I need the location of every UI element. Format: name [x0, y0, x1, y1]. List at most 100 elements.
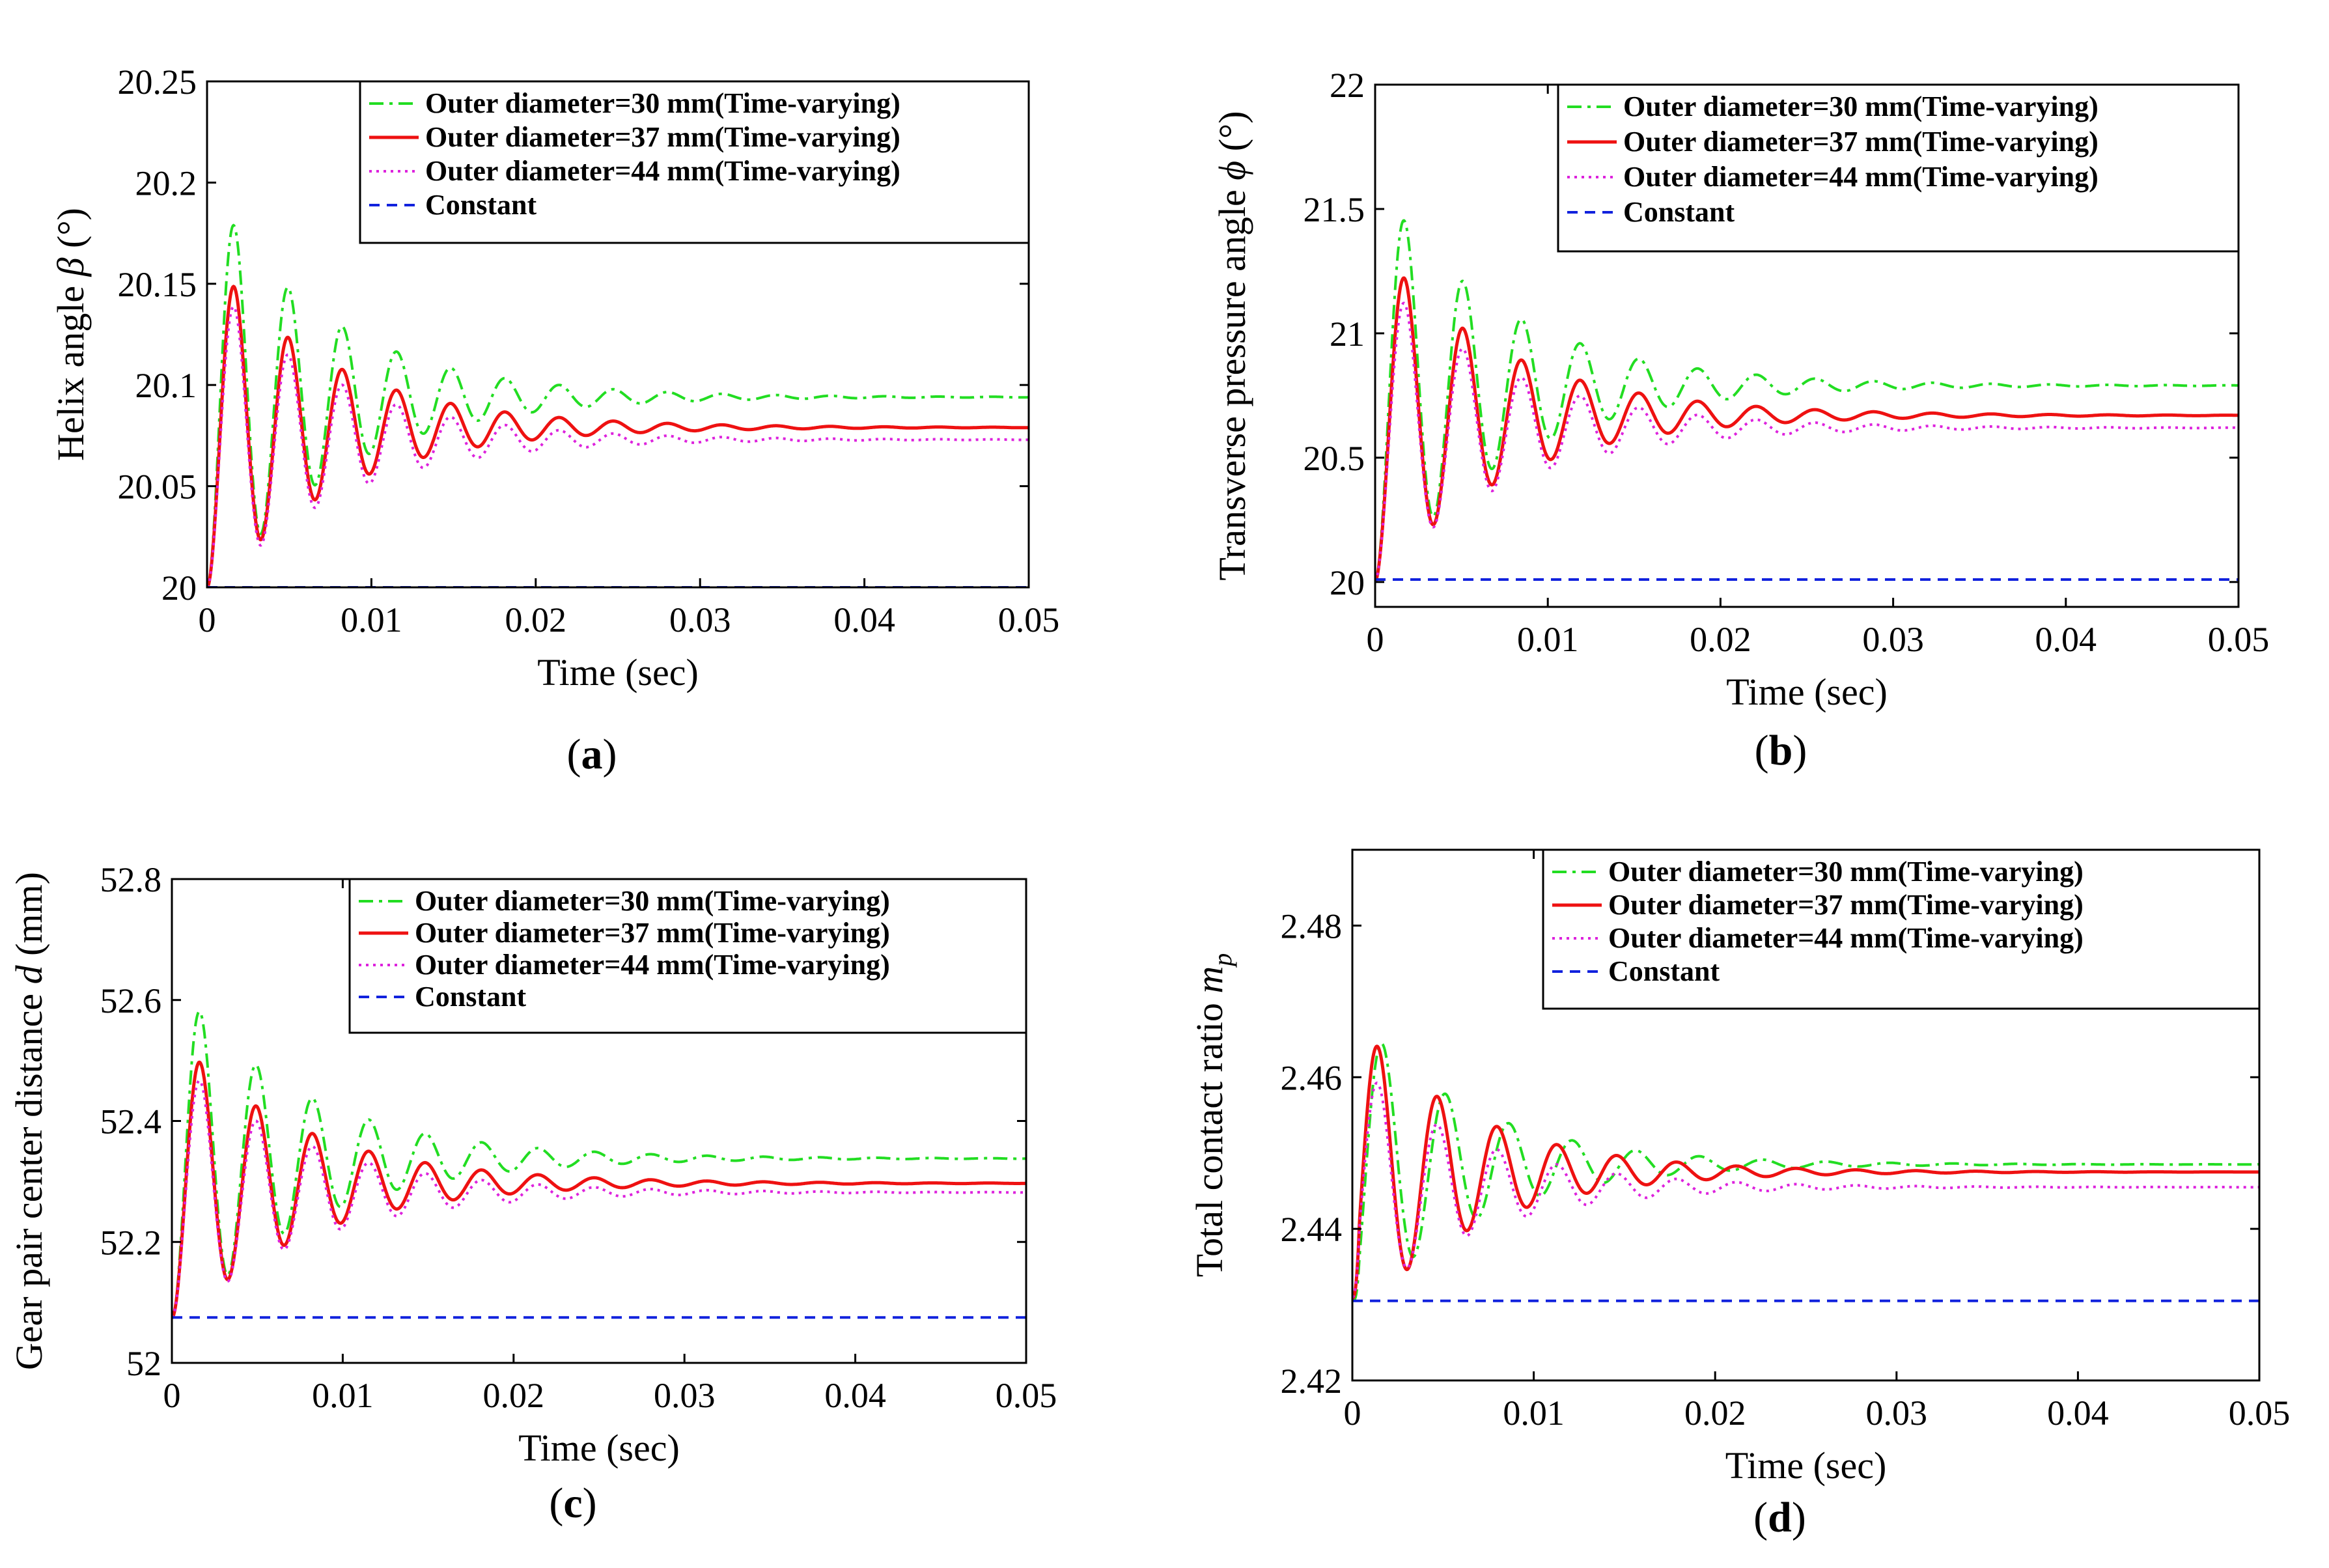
legend-box	[348, 878, 1027, 1034]
legend-entry: Outer diameter=30 mm(Time-varying)	[425, 87, 900, 119]
legend-entry: Outer diameter=44 mm(Time-varying)	[425, 155, 900, 187]
caption-letter: b	[1769, 727, 1793, 774]
x-tick-label: 0.01	[341, 600, 402, 639]
x-tick-label: 0.03	[654, 1376, 716, 1415]
series-line-30mm	[207, 223, 1029, 587]
panel-caption: (a)	[567, 731, 617, 778]
x-axis-label: Time (sec)	[518, 1427, 680, 1469]
panel-caption: (c)	[549, 1479, 596, 1527]
x-tick-label: 0.05	[996, 1376, 1057, 1415]
legend-entry: Outer diameter=37 mm(Time-varying)	[1623, 126, 2099, 158]
y-axis-label-text: Helix angle	[49, 276, 92, 460]
x-tick-label: 0.01	[1517, 620, 1579, 659]
y-tick-label: 20.2	[135, 163, 197, 203]
y-tick-label: 2.42	[1281, 1362, 1343, 1401]
x-tick-label: 0	[1344, 1393, 1361, 1433]
caption-paren-close: )	[1792, 1494, 1806, 1541]
y-tick-label: 2.46	[1281, 1058, 1343, 1097]
panel-caption: (d)	[1753, 1494, 1806, 1541]
y-tick-label: 21	[1330, 315, 1365, 354]
x-axis-label: Time (sec)	[1726, 671, 1888, 713]
legend-box	[359, 80, 1030, 244]
y-axis-label: Transverse pressure angle ϕ (°)	[1211, 111, 1253, 580]
y-axis-label: Helix angle β (°)	[49, 208, 92, 461]
legend-entry: Outer diameter=37 mm(Time-varying)	[425, 121, 900, 153]
y-tick-label: 2.48	[1281, 906, 1343, 945]
caption-paren-open: (	[549, 1479, 563, 1527]
y-axis-label-symbol: m	[1188, 966, 1231, 994]
x-tick-label: 0.04	[2047, 1393, 2109, 1433]
series-line-44mm	[1352, 1081, 2259, 1298]
y-axis-label-subscript: p	[1208, 953, 1237, 968]
series-line-44mm	[172, 1079, 1026, 1319]
caption-paren-close: )	[603, 731, 617, 778]
y-axis-label-text: Transverse pressure angle	[1211, 180, 1253, 581]
caption-paren-close: )	[583, 1479, 597, 1527]
chart-panel-a: 0 0.01 0.02 0.03 0.04 0.05 20 20.05 20.1 20.15 20.…	[49, 63, 1059, 778]
x-tick-label: 0.04	[2035, 620, 2097, 659]
caption-paren-open: (	[1755, 727, 1769, 774]
legend-entry: Outer diameter=44 mm(Time-varying)	[415, 949, 890, 981]
y-axis-label-unit: (mm)	[8, 872, 50, 965]
caption-letter: d	[1768, 1494, 1792, 1541]
y-axis-label: Gear pair center distance d (mm)	[8, 872, 50, 1370]
y-tick-label: 22	[1330, 66, 1365, 105]
x-tick-label: 0.03	[1862, 620, 1924, 659]
y-tick-label: 20.5	[1304, 439, 1365, 478]
legend-entry: Outer diameter=30 mm(Time-varying)	[1608, 856, 2084, 888]
y-tick-label: 20	[1330, 563, 1365, 602]
y-axis-label-unit: (°)	[49, 208, 92, 257]
legend-box	[1557, 83, 2240, 253]
series-line-37mm	[1352, 1044, 2259, 1300]
x-tick-label: 0	[1367, 620, 1384, 659]
chart-panel-d: 0 0.01 0.02 0.03 0.04 0.05 2.42 2.44 2.46 2.48 Tim…	[1188, 848, 2291, 1541]
legend-entry: Outer diameter=30 mm(Time-varying)	[415, 885, 890, 917]
y-tick-label: 20.15	[118, 265, 197, 304]
series-line-30mm	[1375, 219, 2238, 583]
y-axis-label-text: Gear pair center distance	[8, 984, 50, 1370]
y-axis-label-symbol: ϕ	[1211, 161, 1253, 180]
y-axis-label-symbol: β	[49, 257, 92, 277]
y-tick-label: 2.44	[1281, 1210, 1343, 1249]
series-line-37mm	[207, 285, 1029, 587]
caption-paren-open: (	[567, 731, 581, 778]
x-tick-label: 0.04	[824, 1376, 886, 1415]
y-tick-label: 52.2	[100, 1223, 162, 1262]
series-line-37mm	[1375, 276, 2238, 583]
x-tick-label: 0.02	[1690, 620, 1751, 659]
series-line-44mm	[1375, 301, 2238, 583]
x-tick-label: 0	[163, 1376, 181, 1415]
x-tick-label: 0.03	[669, 600, 731, 639]
y-tick-label: 20	[161, 568, 197, 608]
x-tick-label: 0.02	[1684, 1393, 1746, 1433]
caption-letter: a	[581, 731, 603, 778]
x-tick-label: 0.05	[2229, 1393, 2291, 1433]
legend-entry: Constant	[1608, 955, 1720, 987]
legend-entry: Outer diameter=44 mm(Time-varying)	[1623, 161, 2099, 193]
panel-caption: (b)	[1755, 727, 1807, 774]
y-tick-label: 21.5	[1304, 190, 1365, 229]
y-tick-label: 20.05	[118, 468, 197, 507]
caption-paren-close: )	[1792, 727, 1807, 774]
chart-panel-c: 0 0.01 0.02 0.03 0.04 0.05 52 52.2 52.4 52.6 52.8 T…	[8, 860, 1057, 1527]
x-tick-label: 0.05	[2208, 620, 2270, 659]
series-line-44mm	[207, 305, 1029, 587]
y-axis-label-unit: (°)	[1211, 111, 1253, 160]
legend-entry: Constant	[415, 981, 526, 1013]
legend-entry: Constant	[1623, 196, 1735, 228]
y-tick-label: 20.1	[135, 366, 197, 405]
y-axis-label-symbol: d	[8, 964, 50, 984]
x-tick-label: 0.01	[312, 1376, 374, 1415]
y-tick-label: 52.6	[100, 981, 162, 1020]
legend-entry: Outer diameter=37 mm(Time-varying)	[1608, 889, 2084, 921]
y-axis-label: Total contact ratio mp	[1188, 953, 1237, 1278]
legend-entry: Outer diameter=37 mm(Time-varying)	[415, 917, 890, 949]
series-line-30mm	[172, 1010, 1026, 1319]
legend-entry: Constant	[425, 189, 537, 221]
y-tick-label: 52	[126, 1344, 161, 1383]
x-tick-label: 0.01	[1503, 1393, 1565, 1433]
x-axis-label: Time (sec)	[537, 651, 699, 693]
caption-paren-open: (	[1753, 1494, 1768, 1541]
series-line-30mm	[1352, 1042, 2259, 1302]
